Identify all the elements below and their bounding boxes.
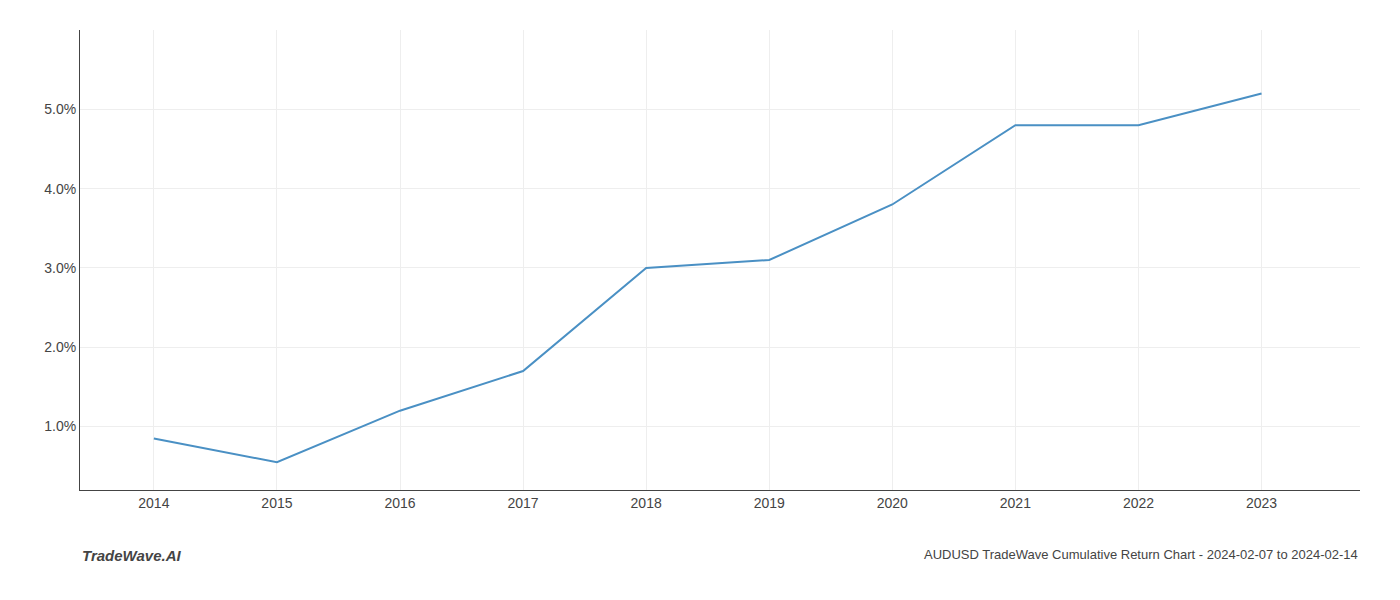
svg-text:2021: 2021 [1000, 495, 1031, 511]
svg-text:2020: 2020 [877, 495, 908, 511]
svg-text:2018: 2018 [631, 495, 662, 511]
svg-text:2014: 2014 [138, 495, 169, 511]
svg-text:5.0%: 5.0% [44, 101, 76, 117]
svg-text:2019: 2019 [754, 495, 785, 511]
svg-text:3.0%: 3.0% [44, 260, 76, 276]
svg-text:1.0%: 1.0% [44, 418, 76, 434]
svg-text:TradeWave.AI: TradeWave.AI [82, 547, 181, 564]
svg-text:4.0%: 4.0% [44, 181, 76, 197]
svg-text:2022: 2022 [1123, 495, 1154, 511]
svg-text:2017: 2017 [508, 495, 539, 511]
svg-text:2015: 2015 [261, 495, 292, 511]
svg-text:2016: 2016 [384, 495, 415, 511]
svg-text:2023: 2023 [1246, 495, 1277, 511]
svg-text:2.0%: 2.0% [44, 339, 76, 355]
svg-text:AUDUSD TradeWave Cumulative Re: AUDUSD TradeWave Cumulative Return Chart… [924, 547, 1358, 562]
